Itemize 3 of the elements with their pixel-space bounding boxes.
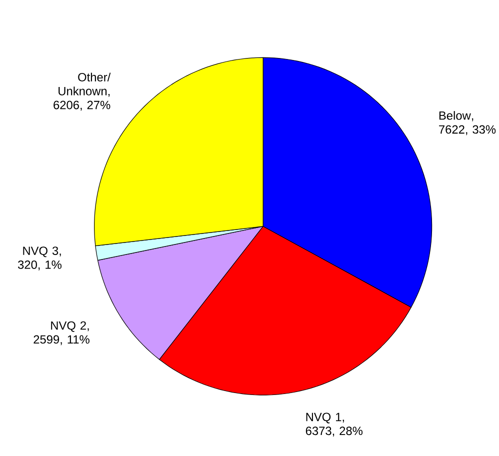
data-label: , 7622, 33% xyxy=(439,118,496,136)
data-label: , 6206, 27% xyxy=(54,94,110,111)
slice-label: Below xyxy=(439,111,471,120)
